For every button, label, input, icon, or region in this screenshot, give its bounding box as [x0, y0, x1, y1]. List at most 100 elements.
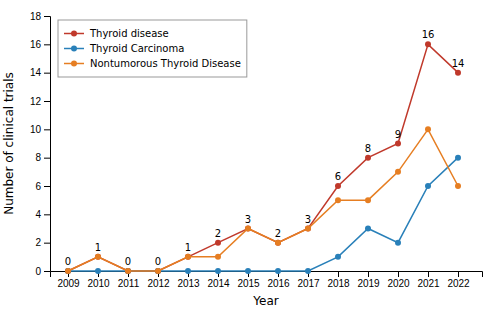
- legend-label: Nontumorous Thyroid Disease: [90, 58, 241, 69]
- tick-label: 2017: [297, 278, 320, 289]
- data-label: 9: [395, 129, 401, 140]
- tick-mark: [368, 271, 369, 277]
- data-label: 1: [185, 242, 191, 253]
- data-label: 0: [65, 256, 71, 267]
- tick-mark: [44, 243, 50, 244]
- line: [68, 44, 458, 271]
- marker: [95, 254, 101, 260]
- tick-label: 2021: [417, 278, 440, 289]
- axis-line: [44, 17, 51, 272]
- marker: [125, 268, 131, 274]
- tick-label: 2011: [118, 278, 140, 289]
- tick-label: 2: [35, 237, 41, 248]
- marker: [155, 268, 161, 274]
- tick: 18: [30, 11, 50, 22]
- tick-label: 2012: [147, 278, 170, 289]
- marker: [245, 268, 251, 274]
- tick-label: 6: [35, 181, 41, 192]
- tick-label: 2010: [87, 278, 110, 289]
- marker: [425, 126, 431, 132]
- marker: [215, 254, 221, 260]
- data-label: 6: [335, 171, 341, 182]
- line: [68, 158, 458, 271]
- data-label: 2: [275, 228, 281, 239]
- marker: [425, 183, 431, 189]
- tick-mark: [44, 16, 50, 17]
- tick-mark: [398, 271, 399, 277]
- marker: [395, 169, 401, 175]
- marker: [185, 268, 191, 274]
- tick: 2020: [387, 271, 410, 289]
- tick-mark: [44, 101, 50, 102]
- tick-label: 0: [35, 266, 41, 277]
- data-label: 2: [215, 228, 221, 239]
- tick: 16: [30, 39, 50, 50]
- tick: 2022: [447, 271, 470, 289]
- marker: [245, 226, 251, 232]
- marker: [275, 240, 281, 246]
- tick-label: 12: [30, 96, 42, 107]
- marker: [365, 226, 371, 232]
- marker: [455, 183, 461, 189]
- data-label: 3: [245, 214, 251, 225]
- data-labels: 0100123236891614: [65, 29, 465, 267]
- legend-label: Thyroid disease: [89, 28, 169, 39]
- marker: [95, 268, 101, 274]
- marker: [125, 268, 131, 274]
- data-label: 8: [365, 143, 371, 154]
- tick-label: 2009: [57, 278, 80, 289]
- marker: [425, 41, 431, 47]
- legend-marker: [71, 61, 77, 67]
- marker: [335, 254, 341, 260]
- marker: [185, 254, 191, 260]
- tick-label: 2016: [267, 278, 290, 289]
- legend: Thyroid diseaseThyroid CarcinomaNontumor…: [58, 20, 247, 77]
- x-axis: 2009201020112012201320142015201620172018…: [51, 271, 483, 289]
- tick: 0: [35, 266, 50, 277]
- marker: [305, 268, 311, 274]
- legend-marker: [71, 31, 77, 37]
- marker: [335, 183, 341, 189]
- marker: [215, 240, 221, 246]
- tick-mark: [44, 129, 50, 130]
- data-label: 0: [155, 256, 161, 267]
- tick: 6: [35, 181, 50, 192]
- data-label: 0: [125, 256, 131, 267]
- tick-label: 16: [30, 39, 42, 50]
- marker: [455, 70, 461, 76]
- tick: 14: [30, 67, 50, 78]
- tick-mark: [458, 271, 459, 277]
- marker: [185, 254, 191, 260]
- tick: 12: [30, 96, 50, 107]
- tick-mark: [44, 186, 50, 187]
- tick-label: 10: [30, 124, 42, 135]
- tick-mark: [428, 271, 429, 277]
- marker: [455, 155, 461, 161]
- marker: [395, 240, 401, 246]
- marker: [215, 268, 221, 274]
- tick: 8: [35, 152, 50, 163]
- marker: [155, 268, 161, 274]
- tick-label: 2018: [327, 278, 350, 289]
- data-label: 16: [422, 29, 435, 40]
- chart: 2009201020112012201320142015201620172018…: [0, 0, 500, 311]
- tick-mark: [338, 271, 339, 277]
- marker: [305, 226, 311, 232]
- tick: 10: [30, 124, 50, 135]
- tick-mark: [44, 271, 50, 272]
- tick: 2019: [357, 271, 380, 289]
- marker: [365, 155, 371, 161]
- axis-line: [51, 272, 483, 278]
- marker: [155, 268, 161, 274]
- tick-label: 18: [30, 11, 42, 22]
- series: [65, 126, 461, 274]
- tick-label: 4: [35, 209, 41, 220]
- series: [65, 155, 461, 274]
- tick-mark: [44, 44, 50, 45]
- tick-label: 2014: [207, 278, 230, 289]
- tick-label: 2022: [447, 278, 470, 289]
- line: [68, 129, 458, 271]
- marker: [125, 268, 131, 274]
- y-axis: 0 2 4 6 8 10 12 14 16 18: [30, 11, 51, 277]
- legend-item: Thyroid disease: [64, 28, 169, 39]
